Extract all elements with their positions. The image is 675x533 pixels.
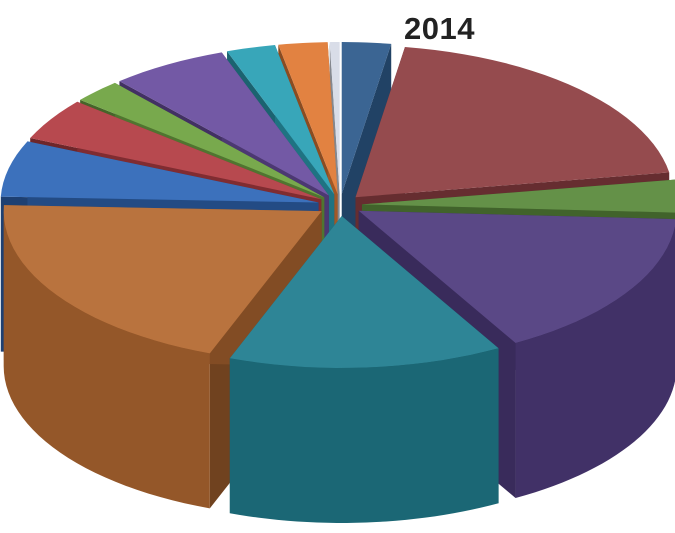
pie-slice-9-top <box>80 82 325 198</box>
pie-slice-5 <box>229 215 499 523</box>
chart-title: 2014 <box>404 11 475 46</box>
pie-slice-10-top <box>119 52 329 196</box>
pie-slice-11-top <box>227 45 335 195</box>
pie-slice-3-top <box>361 179 675 213</box>
pie-slice-2-top <box>355 47 670 198</box>
pie-slice-12-top <box>278 42 338 195</box>
pie-slice-1-top <box>341 42 392 195</box>
pie-slice-6-side <box>3 211 210 509</box>
pie-slice-4-side <box>515 226 675 499</box>
pie-slice-13-top <box>329 42 340 195</box>
pie-slice-8-top <box>30 101 322 200</box>
pie-slice-5-side <box>229 348 499 523</box>
pie-slice-5-top <box>229 215 499 368</box>
pie-slice-6-top <box>3 205 322 354</box>
pie-slice-7-top <box>0 141 319 203</box>
pie-slice-4-top <box>358 210 675 344</box>
